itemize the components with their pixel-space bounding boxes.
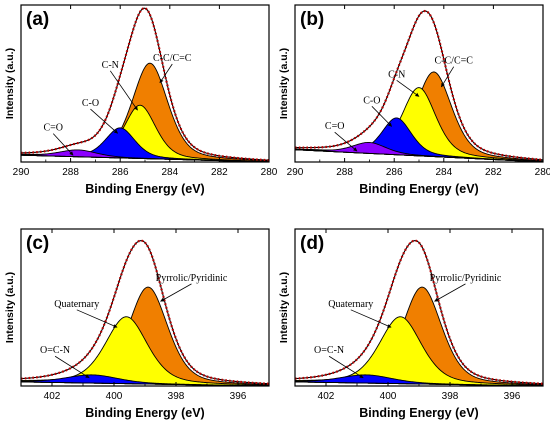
peak-annotation: Quaternary <box>328 299 373 310</box>
x-axis-title: Binding Energy (eV) <box>85 406 204 420</box>
x-tick-label: 284 <box>435 167 452 178</box>
chart-panel-d: 402 400 398 396 Binding Energy (eV) Intensity… <box>278 228 544 420</box>
annotation-arrow <box>52 133 74 156</box>
background-baseline <box>20 154 270 163</box>
panel-label: (a) <box>26 9 49 30</box>
x-tick-label: 288 <box>62 167 79 178</box>
peak-annotation: C-C/C=C <box>435 56 474 67</box>
y-axis-title: Intensity (a.u.) <box>4 48 16 119</box>
peak-annotation: Quaternary <box>54 299 99 310</box>
peak-annotation: Pyrrolic/Pyridinic <box>430 273 502 284</box>
peak-annotation: O=C-N <box>40 345 70 356</box>
y-axis-title: Intensity (a.u.) <box>278 48 290 119</box>
chart-panel-b: 290 288 286 284 282 280 Binding Energy (eV) Int… <box>278 4 550 196</box>
annotation-arrow <box>109 70 138 111</box>
peak-annotation: C-O <box>363 95 380 106</box>
x-axis-title: Binding Energy (eV) <box>359 406 478 420</box>
annotation-arrow <box>159 63 173 84</box>
y-axis-title: Intensity (a.u.) <box>4 272 16 343</box>
envelope-data-points <box>20 7 270 162</box>
x-tick-label: 282 <box>485 167 502 178</box>
x-tick-label: 280 <box>535 167 550 178</box>
annotation-arrow <box>371 106 393 127</box>
x-tick-label: 398 <box>168 391 185 402</box>
x-tick-label: 400 <box>380 391 397 402</box>
x-axis-title: Binding Energy (eV) <box>85 182 204 196</box>
peak-annotation: O=C-N <box>314 345 344 356</box>
background-baseline <box>294 149 544 163</box>
annotation-arrow <box>54 355 90 379</box>
peak-annotation: C-C/C=C <box>153 53 192 64</box>
peak-annotation: C=O <box>325 121 345 132</box>
x-tick-label: 396 <box>230 391 247 402</box>
x-tick-label: 286 <box>112 167 129 178</box>
panel-label: (d) <box>300 233 324 254</box>
x-tick-label: 400 <box>106 391 123 402</box>
peak-annotation: C-O <box>82 98 99 109</box>
annotation-arrow <box>434 283 466 302</box>
x-tick-label: 288 <box>336 167 353 178</box>
y-axis-title: Intensity (a.u.) <box>278 272 290 343</box>
x-tick-label: 286 <box>386 167 403 178</box>
envelope-data-points <box>20 239 270 385</box>
peak-annotation: C-N <box>102 60 119 71</box>
annotation-arrow <box>90 108 119 134</box>
x-tick-label: 280 <box>261 167 278 178</box>
x-tick-label: 284 <box>161 167 178 178</box>
annotation-arrow <box>160 283 192 302</box>
x-tick-label: 282 <box>211 167 228 178</box>
peak-annotation: Pyrrolic/Pyridinic <box>156 273 228 284</box>
chart-panel-a: 290 288 286 284 282 280 Binding Energy (eV) Int… <box>4 4 278 196</box>
panel-label: (c) <box>26 233 49 254</box>
x-tick-label: 290 <box>287 167 304 178</box>
peak-annotation: C-N <box>388 69 405 80</box>
x-axis-title: Binding Energy (eV) <box>359 182 478 196</box>
annotation-arrow <box>334 131 358 152</box>
x-tick-label: 402 <box>44 391 61 402</box>
x-tick-label: 402 <box>318 391 335 402</box>
envelope-data-points <box>294 239 544 385</box>
envelope-data-points <box>294 9 544 161</box>
x-tick-label: 290 <box>13 167 30 178</box>
x-tick-label: 396 <box>504 391 521 402</box>
annotation-arrow <box>76 309 118 328</box>
chart-panel-c: 402 400 398 396 Binding Energy (eV) Intensity… <box>4 228 270 420</box>
peak-annotation: C=O <box>43 123 63 134</box>
x-tick-label: 398 <box>442 391 459 402</box>
annotation-arrow <box>396 80 420 97</box>
annotation-arrow <box>350 309 392 328</box>
annotation-arrow <box>328 355 364 379</box>
panel-label: (b) <box>300 9 324 30</box>
annotation-arrow <box>440 66 455 88</box>
